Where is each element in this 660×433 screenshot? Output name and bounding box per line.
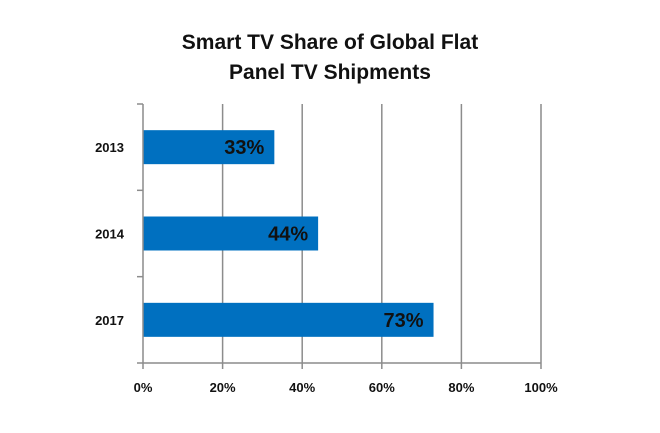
chart-title-line-2: Panel TV Shipments [229, 61, 431, 84]
category-label-2014: 2014 [95, 227, 125, 242]
x-tick-label-60pct: 60% [369, 380, 395, 395]
category-label-2017: 2017 [95, 313, 124, 328]
x-tick-label-100pct: 100% [524, 380, 558, 395]
x-tick-label-40pct: 40% [289, 380, 315, 395]
data-label-2013: 33% [224, 137, 264, 159]
axes [137, 103, 542, 369]
chart-title: Smart TV Share of Global Flat Panel TV S… [100, 28, 560, 88]
chart-title-line-1: Smart TV Share of Global Flat [181, 31, 479, 54]
x-tick-label-20pct: 20% [210, 380, 236, 395]
bar-2017 [143, 302, 434, 337]
labels: 33% 2013 44% 2014 73% 2017 0% 20% 40% 60% 80% 100% [95, 137, 558, 395]
data-label-2014: 44% [268, 224, 308, 246]
data-label-2017: 73% [384, 310, 424, 332]
category-label-2013: 2013 [95, 140, 124, 155]
x-tick-label-0pct: 0% [134, 380, 153, 395]
bar-2014 [143, 216, 319, 251]
x-tick-label-80pct: 80% [448, 380, 474, 395]
bars [143, 130, 434, 337]
bar-2013 [143, 130, 275, 165]
